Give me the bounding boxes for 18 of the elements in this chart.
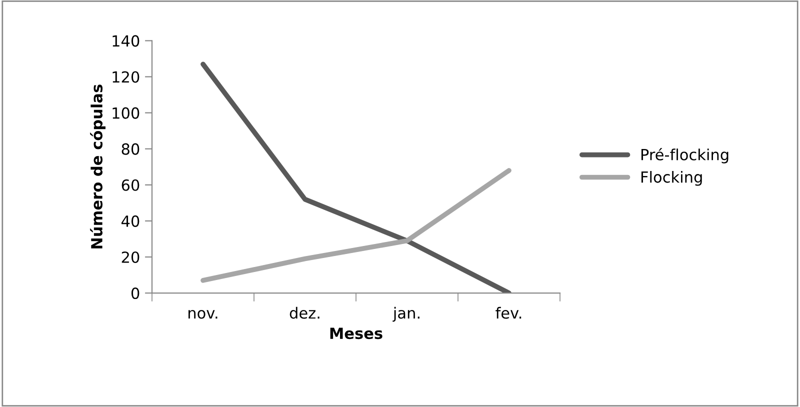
line-series (200, 62, 512, 294)
y-tick-label: 100 (112, 107, 140, 119)
legend-label: Pré-flocking (641, 148, 728, 164)
x-tick-label: fev. (496, 306, 522, 319)
x-tick-label: dez. (290, 306, 320, 319)
y-tick-label: 20 (122, 251, 140, 264)
y-tick-label: 120 (112, 71, 140, 83)
x-tick-label: jan. (392, 306, 420, 322)
line-series (200, 168, 512, 283)
y-tick-label: 80 (122, 143, 140, 155)
y-tick-label: 60 (122, 179, 140, 191)
y-tick-label: 0 (131, 288, 140, 300)
x-tick-label: nov. (188, 310, 218, 319)
legend-label: Flocking (641, 170, 702, 186)
y-axis-title: Número de cópulas (90, 84, 106, 248)
x-axis-title: Meses (330, 328, 382, 340)
y-tick-label: 140 (112, 35, 140, 47)
y-tick-label: 40 (122, 215, 140, 227)
